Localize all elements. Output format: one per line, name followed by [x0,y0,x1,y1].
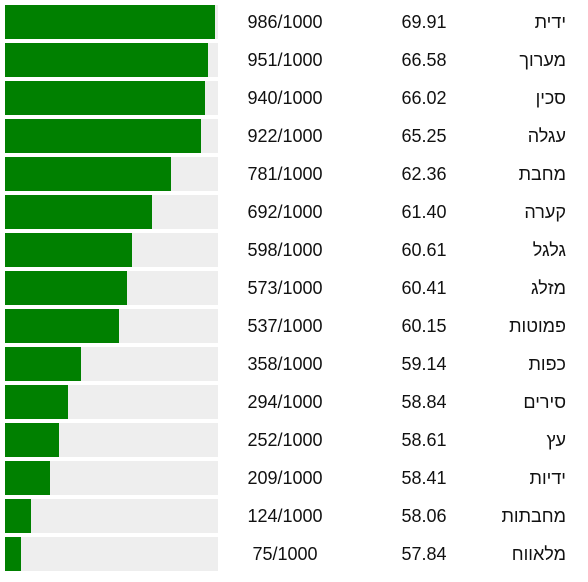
value-label: 65.25 [401,126,447,146]
bar-track [5,309,218,343]
word-label: עגלה [527,126,566,146]
score-label: 252/1000 [247,430,323,450]
value-label: 69.91 [401,12,447,32]
word-label: סירים [523,392,566,412]
bar-track [5,461,218,495]
value-label: 58.84 [401,392,447,412]
word-label: מערוך [519,50,566,70]
value-label: 60.61 [401,240,447,260]
score-label: 986/1000 [247,12,323,32]
score-label: 573/1000 [247,278,323,298]
word-label: מזלג [531,278,566,298]
score-label: 781/1000 [247,164,323,184]
value-label: 60.15 [401,316,447,336]
bar-track [5,81,218,115]
score-label: 294/1000 [247,392,323,412]
bar-fill [5,43,208,77]
table-row: 252/1000 58.61 עץ [0,423,588,457]
table-row: 940/1000 66.02 סכין [0,81,588,115]
bar-track [5,423,218,457]
table-row: 951/1000 66.58 מערוך [0,43,588,77]
score-label: 75/1000 [252,544,318,564]
value-label: 60.41 [401,278,447,298]
score-label: 124/1000 [247,506,323,526]
bar-fill [5,157,172,191]
word-label: גלגל [532,240,566,260]
value-label: 58.06 [401,506,447,526]
word-label: מלאווח [511,544,566,564]
score-label: 598/1000 [247,240,323,260]
bar-fill [5,385,68,419]
word-label: כפות [528,354,566,374]
score-label: 922/1000 [247,126,323,146]
word-label: קערה [524,202,566,222]
score-label: 209/1000 [247,468,323,488]
score-label: 358/1000 [247,354,323,374]
bar-fill [5,461,50,495]
bar-fill [5,423,59,457]
bar-fill [5,309,120,343]
table-row: 209/1000 58.41 ידיות [0,461,588,495]
table-row: 598/1000 60.61 גלגל [0,233,588,267]
score-label: 692/1000 [247,202,323,222]
bar-track [5,385,218,419]
bar-track [5,157,218,191]
value-label: 66.02 [401,88,447,108]
table-row: 781/1000 62.36 מחבת [0,157,588,191]
score-label: 951/1000 [247,50,323,70]
bar-track [5,347,218,381]
table-row: 537/1000 60.15 פמוטות [0,309,588,343]
bar-track [5,537,218,571]
table-row: 75/1000 57.84 מלאווח [0,537,588,571]
bar-fill [5,5,216,39]
bar-fill [5,537,21,571]
value-label: 61.40 [401,202,447,222]
value-label: 59.14 [401,354,447,374]
table-row: 358/1000 59.14 כפות [0,347,588,381]
table-row: 573/1000 60.41 מזלג [0,271,588,305]
bar-fill [5,271,128,305]
bar-fill [5,347,82,381]
value-label: 58.61 [401,430,447,450]
bar-track [5,119,218,153]
table-row: 294/1000 58.84 סירים [0,385,588,419]
word-label: מחבתות [501,506,566,526]
value-label: 58.41 [401,468,447,488]
word-label: ידית [534,12,566,32]
word-label: פמוטות [509,316,566,336]
bar-track [5,233,218,267]
value-label: 66.58 [401,50,447,70]
score-label: 537/1000 [247,316,323,336]
bar-fill [5,499,32,533]
table-row: 986/1000 69.91 ידית [0,5,588,39]
word-label: מחבת [518,164,566,184]
bar-track [5,43,218,77]
bar-track [5,5,218,39]
value-label: 57.84 [401,544,447,564]
bar-track [5,195,218,229]
word-label: סכין [535,88,566,108]
word-label: עץ [546,430,566,450]
table-row: 922/1000 65.25 עגלה [0,119,588,153]
value-label: 62.36 [401,164,447,184]
table-row: 692/1000 61.40 קערה [0,195,588,229]
bar-fill [5,195,153,229]
bar-track [5,499,218,533]
bar-fill [5,119,202,153]
score-label: 940/1000 [247,88,323,108]
bar-fill [5,233,133,267]
bar-track [5,271,218,305]
bar-fill [5,81,206,115]
word-label: ידיות [529,468,566,488]
table-row: 124/1000 58.06 מחבתות [0,499,588,533]
